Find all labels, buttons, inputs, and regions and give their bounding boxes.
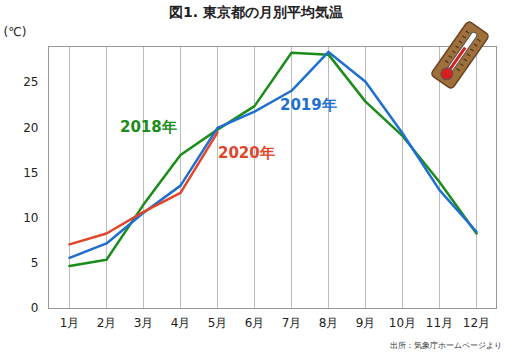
svg-text:3月: 3月 — [134, 316, 154, 330]
svg-text:7月: 7月 — [282, 316, 302, 330]
svg-text:12月: 12月 — [463, 316, 490, 330]
svg-text:25: 25 — [23, 75, 38, 89]
svg-text:8月: 8月 — [319, 316, 339, 330]
html-text:2018年: 2018年 — [120, 118, 177, 136]
html-text:図1. 東京都の月別平均気温: 図1. 東京都の月別平均気温 — [169, 4, 343, 20]
html-text:2019年: 2019年 — [280, 96, 337, 114]
html-text:2020年: 2020年 — [218, 144, 275, 162]
svg-text:0: 0 — [31, 301, 39, 315]
svg-text:6月: 6月 — [245, 316, 265, 330]
svg-text:10月: 10月 — [389, 316, 416, 330]
svg-text:5: 5 — [31, 256, 39, 270]
svg-text:9月: 9月 — [356, 316, 376, 330]
svg-text:(℃): (℃) — [4, 25, 27, 39]
svg-text:11月: 11月 — [426, 316, 453, 330]
html-text:出所：気象庁ホームページより: 出所：気象庁ホームページより — [390, 341, 502, 350]
svg-text:4月: 4月 — [171, 316, 191, 330]
svg-text:15: 15 — [23, 166, 38, 180]
svg-text:20: 20 — [23, 121, 38, 135]
svg-text:5月: 5月 — [208, 316, 228, 330]
svg-text:2月: 2月 — [97, 316, 117, 330]
svg-text:10: 10 — [23, 211, 38, 225]
svg-text:1月: 1月 — [60, 316, 80, 330]
